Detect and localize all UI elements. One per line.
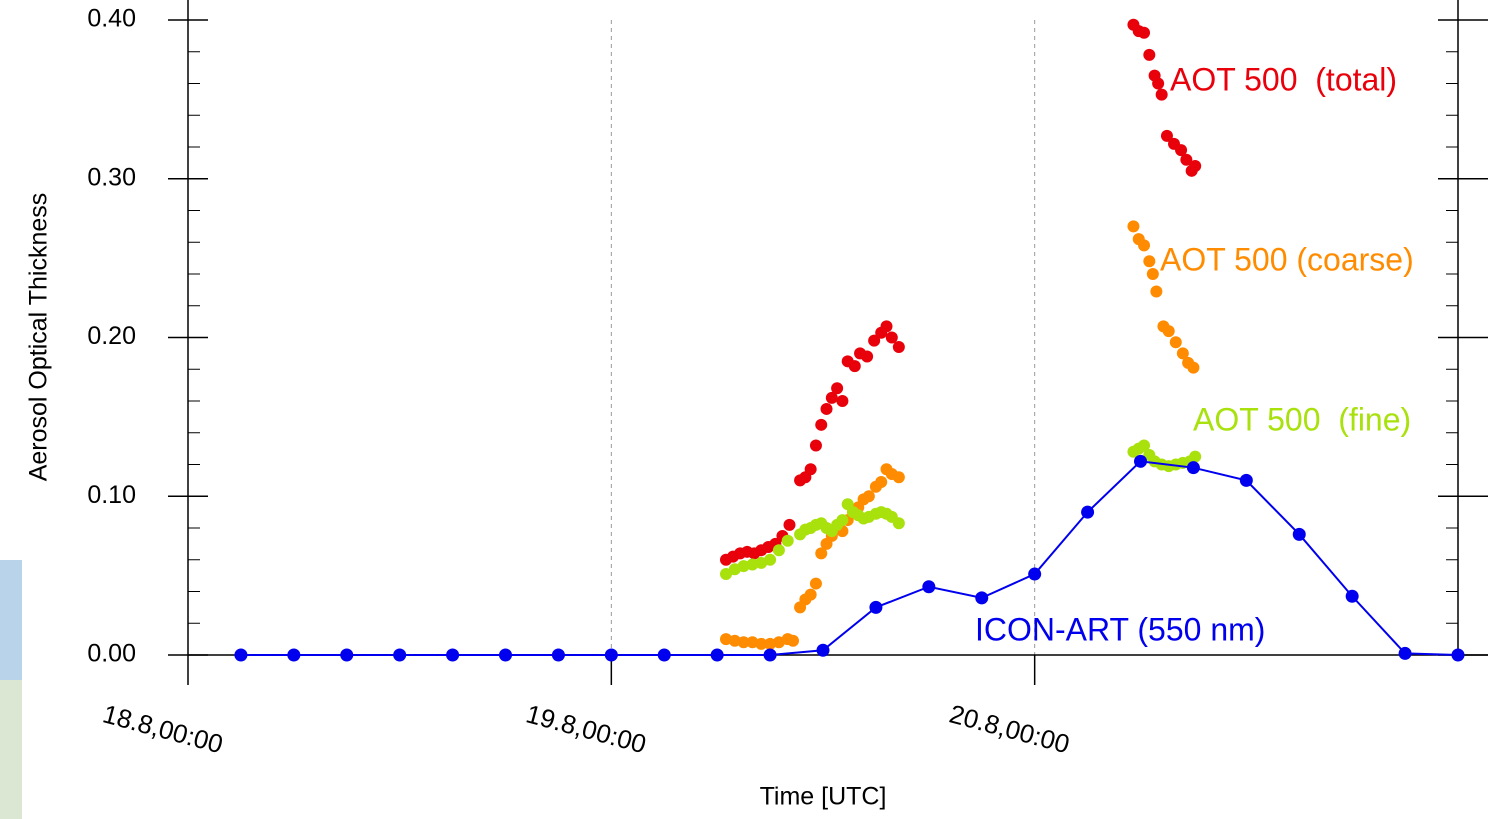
point [1189,451,1201,463]
point [886,332,898,344]
point [1452,649,1465,662]
point [805,463,817,475]
line [241,461,1458,655]
x-tick-label: 20.8,00:00 [946,698,1072,759]
x-tick-label: 19.8,00:00 [523,698,649,759]
point [805,589,817,601]
point [893,471,905,483]
point [787,635,799,647]
y-tick-label: 0.40 [87,5,136,33]
x-axis-label: Time [UTC] [760,783,887,811]
point [817,644,830,657]
point [1293,528,1306,541]
point [869,601,882,614]
point [1399,647,1412,660]
point [1346,590,1359,603]
point [1152,78,1164,90]
point [1081,506,1094,519]
point [863,490,875,502]
point [849,360,861,372]
point [1127,220,1139,232]
point [764,554,776,566]
point [773,544,785,556]
point [1187,461,1200,474]
x-tick-label: 18.8,00:00 [100,698,226,759]
point [875,476,887,488]
point [1147,268,1159,280]
point [605,649,618,662]
series-label: AOT 500 (coarse) [1160,241,1414,277]
y-tick-label: 0.30 [87,163,136,191]
point [861,351,873,363]
point [234,649,247,662]
series-label: ICON-ART (550 nm) [975,611,1265,647]
point [1028,568,1041,581]
point [821,403,833,415]
point [393,649,406,662]
point [287,649,300,662]
point [1240,474,1253,487]
point [499,649,512,662]
y-tick-label: 0.10 [87,481,136,509]
point [1143,49,1155,61]
chart: Aerosol Optical Thickness Time [UTC] 18.… [0,0,1488,819]
point [1138,239,1150,251]
point [1189,160,1201,172]
point [893,341,905,353]
point [1138,27,1150,39]
point [783,519,795,531]
point [1150,285,1162,297]
point [1170,336,1182,348]
series-label: AOT 500 (total) [1170,61,1397,97]
point [658,649,671,662]
point [836,514,848,526]
point [711,649,724,662]
point [831,382,843,394]
point [1143,255,1155,267]
y-tick-label: 0.00 [87,640,136,668]
point [810,578,822,590]
point [446,649,459,662]
point [1134,455,1147,468]
point [881,320,893,332]
point [1187,362,1199,374]
point [975,591,988,604]
point [340,649,353,662]
point [836,395,848,407]
point [1163,325,1175,337]
point [552,649,565,662]
point [764,649,777,662]
point [893,517,905,529]
point [815,419,827,431]
y-axis-label: Aerosol Optical Thickness [25,193,53,482]
point [782,535,794,547]
map-fragment-sea [0,560,22,680]
point [1156,89,1168,101]
series-label: AOT 500 (fine) [1193,401,1411,437]
point [810,439,822,451]
y-tick-label: 0.20 [87,322,136,350]
point [922,580,935,593]
